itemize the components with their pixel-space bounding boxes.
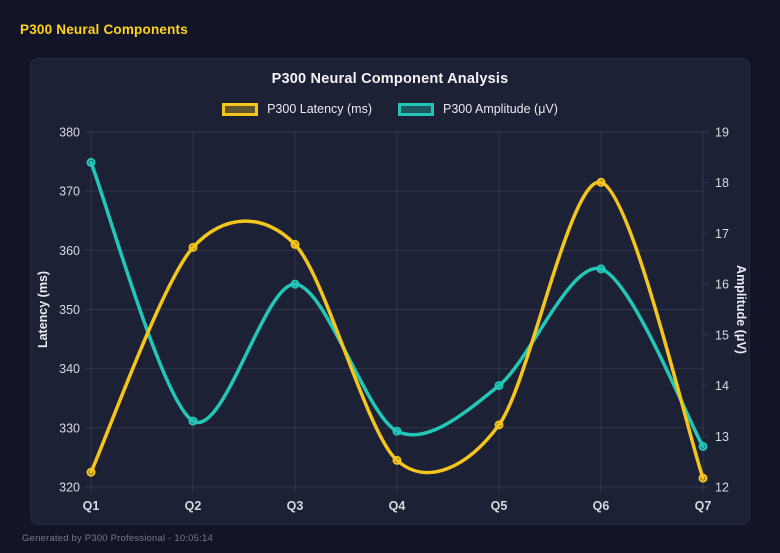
legend-item-amplitude[interactable]: P300 Amplitude (μV) xyxy=(398,102,558,116)
svg-text:15: 15 xyxy=(715,328,729,342)
legend-label-amplitude: P300 Amplitude (μV) xyxy=(443,102,558,116)
legend-label-latency: P300 Latency (ms) xyxy=(267,102,372,116)
svg-text:Q7: Q7 xyxy=(695,499,712,513)
chart-legend: P300 Latency (ms) P300 Amplitude (μV) xyxy=(31,101,749,117)
chart-canvas: 380 370 360 350 340 330 320 19 18 17 16 15 14 13 12 Q1 Q… xyxy=(36,126,748,514)
svg-text:360: 360 xyxy=(59,244,80,258)
svg-text:380: 380 xyxy=(59,126,80,140)
legend-swatch-amplitude-icon xyxy=(398,102,434,116)
svg-text:Latency (ms): Latency (ms) xyxy=(36,271,50,348)
svg-text:19: 19 xyxy=(715,126,729,140)
svg-text:Amplitude (μV): Amplitude (μV) xyxy=(734,265,748,354)
svg-text:16: 16 xyxy=(715,278,729,292)
app-title: P300 Neural Components xyxy=(20,22,188,37)
svg-text:370: 370 xyxy=(59,185,80,199)
svg-text:14: 14 xyxy=(715,379,729,393)
svg-text:Q6: Q6 xyxy=(593,499,610,513)
svg-text:Q4: Q4 xyxy=(389,499,406,513)
legend-swatch-latency-icon xyxy=(222,102,259,116)
svg-text:13: 13 xyxy=(715,430,729,444)
svg-text:17: 17 xyxy=(715,227,729,241)
svg-text:Q1: Q1 xyxy=(83,499,100,513)
chart-plot-area[interactable]: 380 370 360 350 340 330 320 19 18 17 16 15 14 13 12 Q1 Q… xyxy=(31,121,751,526)
svg-text:18: 18 xyxy=(715,176,729,190)
svg-text:Q5: Q5 xyxy=(491,499,508,513)
chart-title: P300 Neural Component Analysis xyxy=(271,71,509,87)
svg-text:330: 330 xyxy=(59,421,80,435)
svg-text:Q3: Q3 xyxy=(287,499,304,513)
svg-text:Q2: Q2 xyxy=(185,499,202,513)
svg-text:340: 340 xyxy=(59,362,80,376)
svg-text:12: 12 xyxy=(715,481,729,495)
svg-text:350: 350 xyxy=(59,303,80,317)
chart-panel: P300 Neural Component Analysis P300 Late… xyxy=(30,58,750,525)
svg-text:320: 320 xyxy=(59,481,80,495)
footer-note: Generated by P300 Professional - 10:05:1… xyxy=(22,533,213,544)
legend-item-latency[interactable]: P300 Latency (ms) xyxy=(222,102,372,116)
